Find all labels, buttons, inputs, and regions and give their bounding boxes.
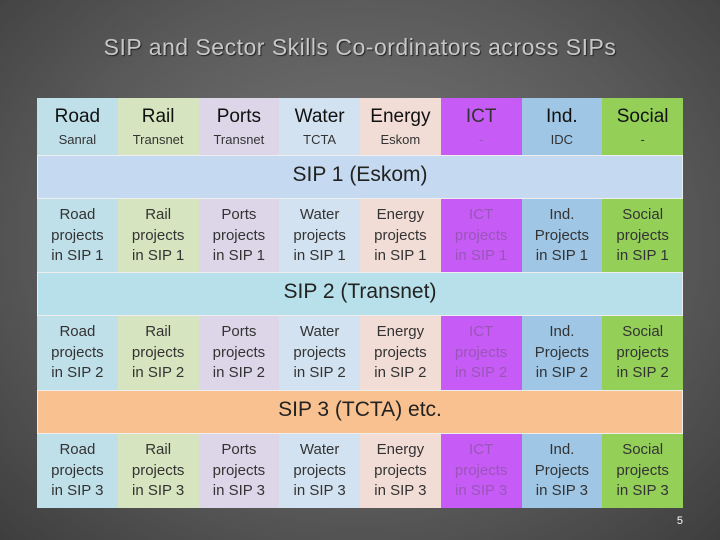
column-owner: -: [478, 132, 484, 147]
header-bg: [440, 98, 522, 155]
column-owner: IDC: [550, 132, 574, 147]
column-name: Rail: [141, 106, 175, 127]
cell: ICT projects in SIP 1: [440, 199, 522, 273]
cell: Ports projects in SIP 2: [198, 316, 280, 390]
column-owner: Sanral: [58, 132, 97, 147]
cell: Water projects in SIP 1: [279, 199, 360, 273]
header-bg: [521, 98, 603, 155]
column-name: Road: [54, 106, 101, 127]
cell: Road projects in SIP 2: [37, 316, 118, 390]
column-owner: TCTA: [303, 132, 337, 147]
section-label: SIP 1 (Eskom): [37, 155, 683, 199]
column-name: Energy: [370, 106, 431, 127]
title: SIP and Sector Skills Co-ordinators acro…: [103, 34, 617, 60]
cell: Energy projects in SIP 2: [360, 316, 441, 390]
cell: Social projects in SIP 2: [602, 316, 683, 390]
cell: Energy projects in SIP 3: [360, 434, 441, 508]
table: Road Sanral Rail Transnet Ports Transnet Water…: [37, 98, 683, 508]
cell: Social projects in SIP 1: [602, 199, 683, 273]
header-bg: [279, 98, 360, 155]
column-name: Ind.: [546, 106, 578, 127]
cell: Water projects in SIP 3: [279, 434, 360, 508]
cell: Ind. Projects in SIP 3: [521, 434, 603, 508]
cell: Ind. Projects in SIP 2: [521, 316, 603, 390]
cell: Rail projects in SIP 1: [117, 199, 199, 273]
column-owner: Eskom: [380, 132, 421, 147]
column-name: Ports: [216, 106, 262, 127]
header-bg: [198, 98, 280, 155]
cell: Ports projects in SIP 3: [198, 434, 280, 508]
cell: Rail projects in SIP 2: [117, 316, 199, 390]
column-owner: -: [640, 132, 645, 147]
cell: Social projects in SIP 3: [602, 434, 683, 508]
column-name: ICT: [465, 106, 497, 127]
cell: Ind. Projects in SIP 1: [521, 199, 603, 273]
cell: Road projects in SIP 1: [37, 199, 118, 273]
cell: ICT projects in SIP 2: [440, 316, 522, 390]
header-bg: [602, 98, 683, 155]
header-bg: [360, 98, 441, 155]
page-number: 5: [676, 515, 683, 527]
cell: Water projects in SIP 2: [279, 316, 360, 390]
cell: Road projects in SIP 3: [37, 434, 118, 508]
column-owner: Transnet: [132, 132, 184, 147]
header-bg: [117, 98, 199, 155]
cell: ICT projects in SIP 3: [440, 434, 522, 508]
section-label: SIP 3 (TCTA) etc.: [37, 390, 683, 434]
column-owner: Transnet: [213, 132, 265, 147]
cell: Energy projects in SIP 1: [360, 199, 441, 273]
cell: Ports projects in SIP 1: [198, 199, 280, 273]
column-name: Social: [616, 106, 669, 127]
column-name: Water: [294, 106, 345, 127]
header-bg: [37, 98, 118, 155]
section-label: SIP 2 (Transnet): [37, 272, 683, 316]
cell: Rail projects in SIP 3: [117, 434, 199, 508]
